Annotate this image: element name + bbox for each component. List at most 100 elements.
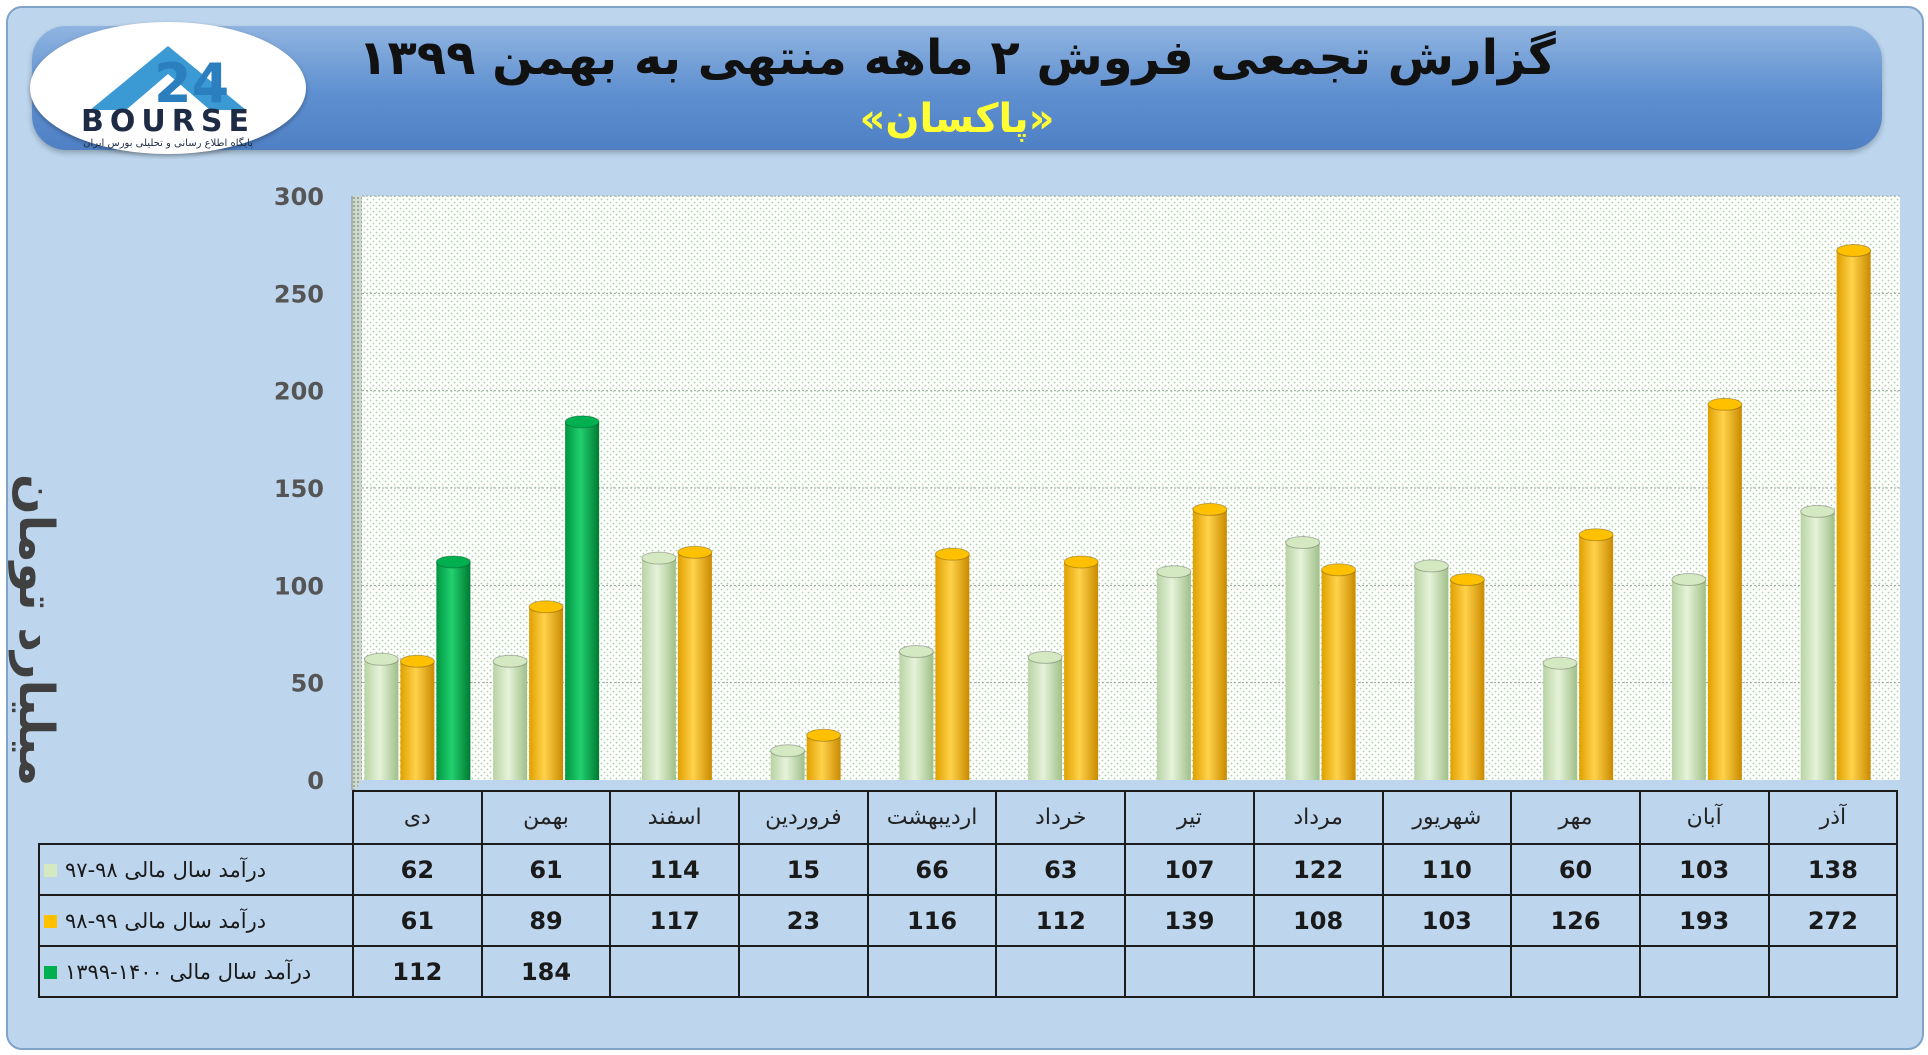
bar-top bbox=[1836, 244, 1872, 258]
data-cell bbox=[995, 945, 1127, 998]
bar bbox=[677, 545, 713, 780]
y-tick-label: 50 bbox=[291, 670, 324, 698]
bourse-logo: 24 BOURSE پایگاه اطلاع رسانی و تحلیلی بو… bbox=[30, 22, 306, 154]
bar bbox=[1542, 656, 1578, 780]
data-cell: 122 bbox=[1252, 843, 1384, 896]
bar-body bbox=[493, 661, 528, 780]
category-label: تیر bbox=[1124, 790, 1255, 845]
data-cell bbox=[1767, 945, 1899, 998]
data-cell: 107 bbox=[1124, 843, 1255, 896]
bar-body bbox=[677, 552, 712, 780]
data-cell: 114 bbox=[609, 843, 741, 896]
category-label: مرداد bbox=[1252, 790, 1384, 845]
bar-top bbox=[934, 547, 970, 561]
bar-chart: 0 50 100 150 200 250 300 bbox=[274, 183, 1900, 795]
bar-top bbox=[806, 728, 842, 742]
data-cell bbox=[738, 945, 869, 998]
bar-body bbox=[1064, 561, 1099, 780]
data-cell: 23 bbox=[738, 894, 869, 947]
bar-body bbox=[935, 554, 970, 780]
data-cell bbox=[609, 945, 741, 998]
bar-body bbox=[1414, 565, 1449, 780]
bar-body bbox=[1543, 663, 1578, 780]
bar bbox=[898, 645, 934, 780]
data-cell: 112 bbox=[995, 894, 1127, 947]
bar bbox=[363, 652, 399, 780]
data-cell: 103 bbox=[1381, 894, 1513, 947]
data-cell: 112 bbox=[352, 945, 483, 998]
bar bbox=[1413, 559, 1449, 780]
table-corner bbox=[39, 791, 354, 845]
bar bbox=[1578, 528, 1614, 780]
bar-top bbox=[1800, 504, 1836, 518]
bar-top bbox=[1671, 572, 1707, 586]
data-cell: 110 bbox=[1381, 843, 1513, 896]
series-row: درآمد سال مالی ۹۸-۹۷ 62 61 114 15 66 63 107 122 1… bbox=[38, 843, 1899, 896]
series-legend: درآمد سال مالی ۱۴۰۰-۱۳۹۹ bbox=[38, 945, 354, 998]
bar-top bbox=[1413, 559, 1449, 573]
bar bbox=[492, 654, 528, 780]
bar-body bbox=[1671, 579, 1706, 780]
data-cell bbox=[1510, 945, 1641, 998]
category-label: اسفند bbox=[609, 790, 741, 845]
data-cell: 116 bbox=[866, 894, 998, 947]
bar-top bbox=[1192, 502, 1228, 516]
bar-top bbox=[1285, 536, 1321, 550]
bar-body bbox=[1192, 509, 1227, 780]
category-label: فروردین bbox=[738, 790, 869, 845]
data-cell: 138 bbox=[1767, 843, 1899, 896]
bar-body bbox=[806, 735, 841, 780]
bar-top bbox=[1321, 563, 1357, 577]
bar-top bbox=[1578, 528, 1614, 542]
series-legend: درآمد سال مالی ۹۸-۹۷ bbox=[38, 843, 354, 896]
data-cell: 184 bbox=[480, 945, 612, 998]
company-name: «پاکسان» bbox=[859, 96, 1055, 142]
data-cell: 63 bbox=[995, 843, 1127, 896]
data-cell: 139 bbox=[1124, 894, 1255, 947]
bar-top bbox=[435, 555, 471, 569]
title-banner: گزارش تجمعی فروش ۲ ماهه منتهی به بهمن ۱۳… bbox=[32, 26, 1882, 150]
series-legend: درآمد سال مالی ۹۹-۹۸ bbox=[38, 894, 354, 947]
bar-body bbox=[1156, 571, 1191, 780]
bar bbox=[1449, 572, 1485, 780]
series-name: درآمد سال مالی ۱۴۰۰-۱۳۹۹ bbox=[65, 960, 312, 984]
bar-top bbox=[1027, 650, 1063, 664]
data-cell: 117 bbox=[609, 894, 741, 947]
bar bbox=[1063, 555, 1099, 780]
bar bbox=[1285, 536, 1321, 780]
y-tick-label: 0 bbox=[307, 767, 324, 795]
series-name: درآمد سال مالی ۹۸-۹۷ bbox=[65, 858, 267, 882]
report-title: گزارش تجمعی فروش ۲ ماهه منتهی به بهمن ۱۳… bbox=[358, 30, 1556, 86]
category-label: آبان bbox=[1638, 790, 1770, 845]
data-cell: 60 bbox=[1510, 843, 1641, 896]
category-label: بهمن bbox=[480, 790, 612, 845]
svg-text:24: 24 bbox=[154, 52, 229, 112]
series-name: درآمد سال مالی ۹۹-۹۸ bbox=[65, 909, 267, 933]
bar-body bbox=[1450, 579, 1485, 780]
logo-tagline: پایگاه اطلاع رسانی و تحلیلی بورس ایران bbox=[83, 138, 253, 149]
bar-top bbox=[363, 652, 399, 666]
bar bbox=[564, 415, 600, 780]
data-cell bbox=[1252, 945, 1384, 998]
bar-top bbox=[677, 545, 713, 559]
bar-body bbox=[1707, 404, 1742, 780]
data-cell: 272 bbox=[1767, 894, 1899, 947]
bar bbox=[641, 551, 677, 780]
legend-swatch-icon bbox=[44, 863, 57, 877]
data-cell: 89 bbox=[480, 894, 612, 947]
bar-top bbox=[1449, 572, 1485, 586]
data-table: دی بهمن اسفند فروردین اردیبهشت خرداد تیر مرداد ش… bbox=[38, 790, 1899, 998]
bar-body bbox=[529, 606, 564, 780]
legend-swatch-icon bbox=[44, 914, 57, 928]
y-tick-label: 150 bbox=[274, 475, 324, 503]
bar-body bbox=[400, 661, 435, 780]
category-label: اردیبهشت bbox=[866, 790, 998, 845]
series-row: درآمد سال مالی ۱۴۰۰-۱۳۹۹ 112 184 bbox=[38, 945, 1899, 998]
data-cell bbox=[1124, 945, 1255, 998]
bar-top bbox=[898, 645, 934, 659]
bar-top bbox=[564, 415, 600, 429]
y-tick-label: 200 bbox=[274, 378, 324, 406]
data-cell bbox=[1638, 945, 1770, 998]
bar bbox=[399, 654, 435, 780]
data-cell: 62 bbox=[352, 843, 483, 896]
